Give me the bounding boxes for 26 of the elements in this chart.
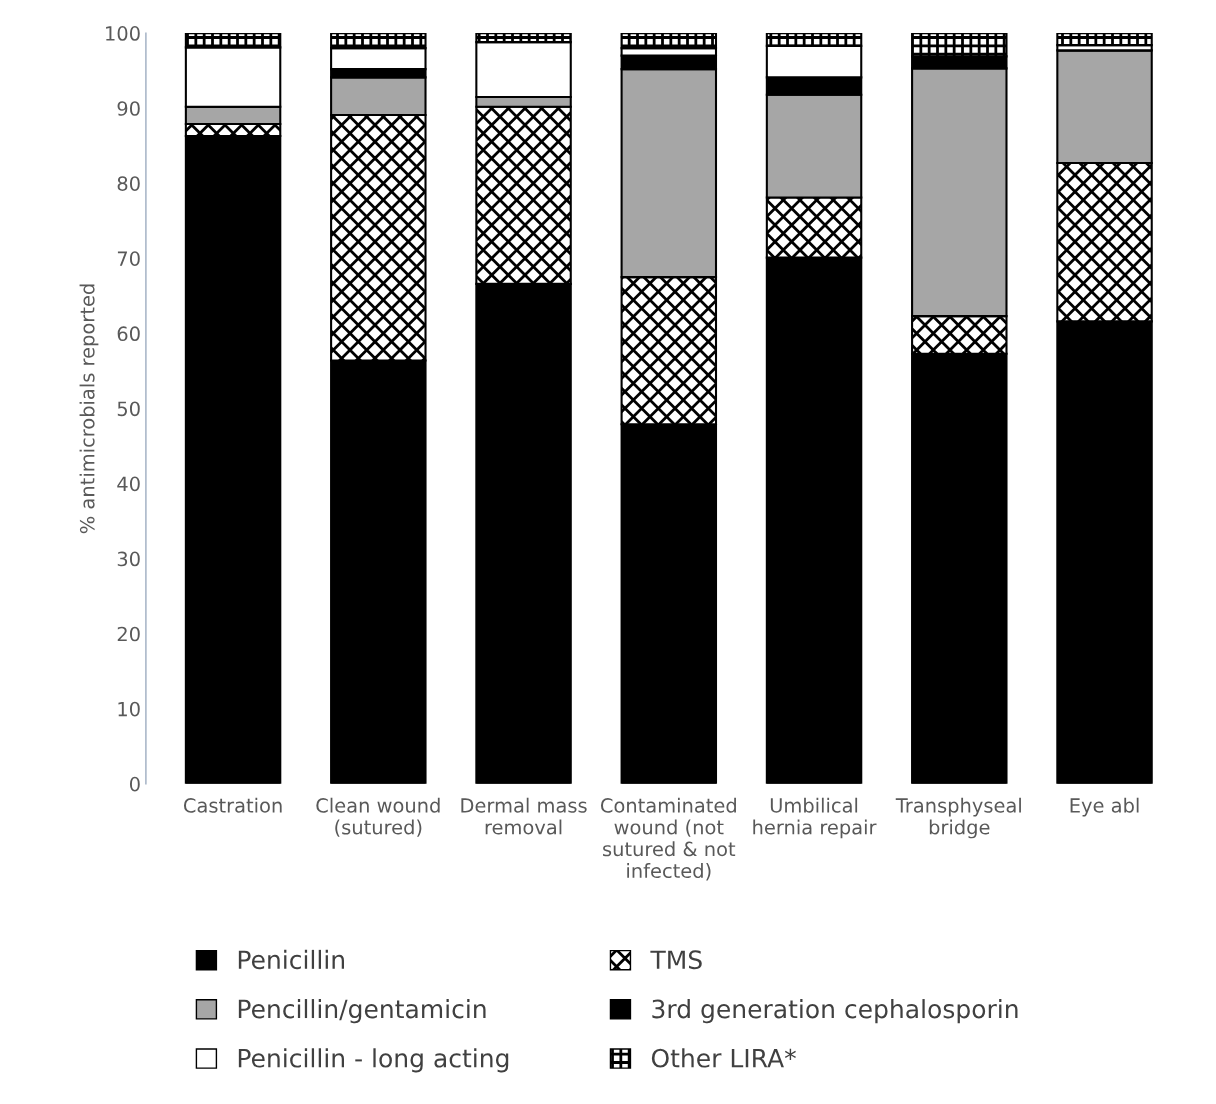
- y-tick-label: 80: [117, 176, 140, 191]
- legend-label: Other LIRA*: [651, 1048, 796, 1068]
- x-tick-label: Contaminated wound (not sutured & not infected): [600, 797, 736, 881]
- y-tick-label: 50: [117, 401, 140, 417]
- legend-label: Penicillin - long acting: [238, 1048, 509, 1073]
- y-tick-label: 10: [118, 701, 140, 717]
- x-tick-label: Umbilical hernia repair: [753, 797, 877, 839]
- y-tick-label: 100: [106, 26, 140, 41]
- y-axis-title: % antimicrobials reported: [79, 284, 99, 534]
- x-tick-label: Clean wound (sutured): [316, 797, 440, 837]
- x-tick-label: Eye abl: [1070, 797, 1139, 817]
- legend-label: 3rd generation cephalosporin: [652, 999, 1018, 1024]
- legend-label: Pencillin/gentamicin: [238, 999, 486, 1024]
- y-tick-label: 30: [117, 551, 140, 567]
- y-tick-label: 70: [117, 251, 140, 266]
- y-tick-label: 40: [117, 476, 140, 492]
- legend-label: Penicillin: [238, 949, 344, 970]
- y-tick-label: 90: [117, 101, 140, 116]
- legend-label: TMS: [650, 950, 702, 970]
- y-tick-label: 60: [117, 326, 140, 342]
- y-tick-label: 20: [117, 626, 140, 642]
- y-tick-label: 0: [129, 776, 140, 792]
- x-tick-label: Dermal mass removal: [461, 797, 587, 835]
- bar: [1056, 33, 1153, 47]
- x-tick-label: Castration: [183, 797, 282, 813]
- x-tick-label: Transphyseal bridge: [895, 797, 1021, 839]
